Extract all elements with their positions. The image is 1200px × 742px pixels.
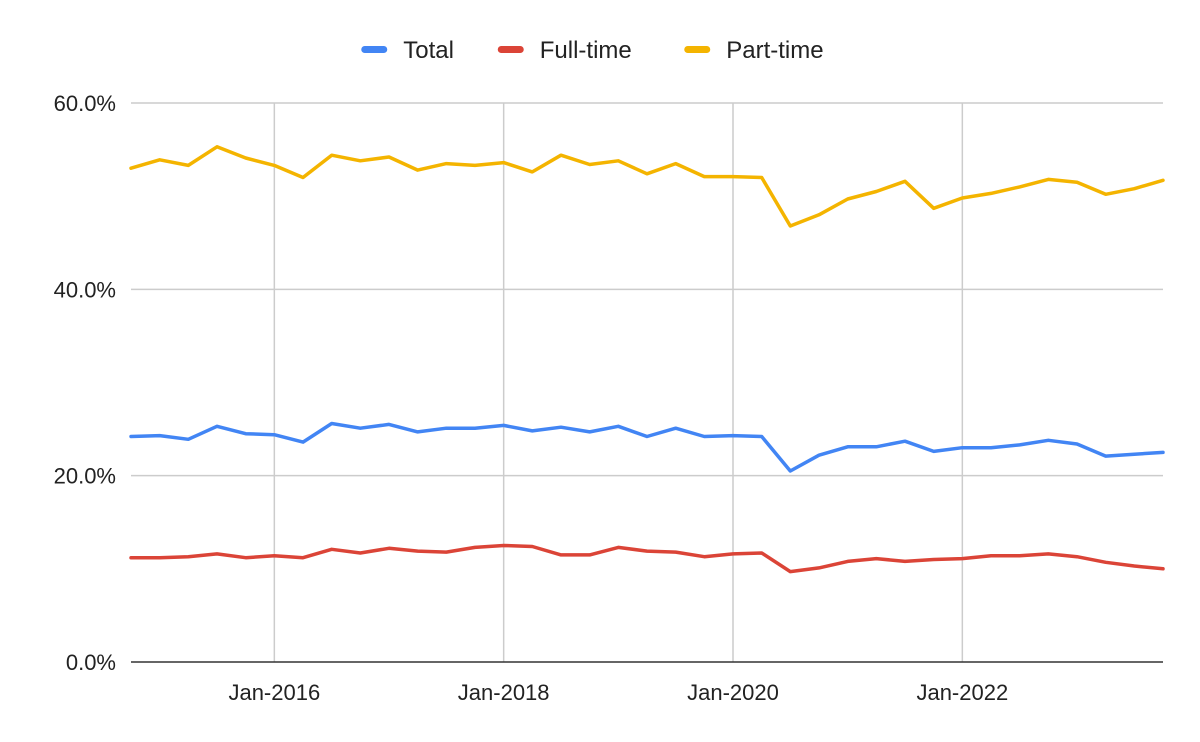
series-line-total [129, 421, 1165, 473]
x-axis-ticks: Jan-2016 Jan-2018 Jan-2020 Jan-2022 [228, 680, 1008, 705]
y-axis-ticks: 0.0% 20.0% 40.0% 60.0% [54, 91, 116, 675]
legend-swatch-full-time [497, 46, 524, 53]
x-tick-label: Jan-2018 [458, 680, 550, 705]
y-tick-label: 20.0% [54, 464, 116, 489]
gridlines [131, 102, 1163, 662]
series-lines [129, 145, 1165, 574]
legend: Total Full-time Part-time [361, 37, 824, 64]
legend-label-full-time: Full-time [540, 37, 632, 64]
legend-label-total: Total [403, 37, 454, 64]
legend-swatch-total [361, 46, 388, 53]
y-tick-label: 40.0% [54, 277, 116, 302]
series-line-full-time [129, 543, 1165, 574]
series-line-part-time [129, 145, 1165, 228]
x-tick-label: Jan-2022 [916, 680, 1008, 705]
y-tick-label: 60.0% [54, 91, 116, 116]
x-tick-label: Jan-2016 [228, 680, 320, 705]
x-tick-label: Jan-2020 [687, 680, 779, 705]
y-tick-label: 0.0% [66, 650, 116, 675]
legend-swatch-part-time [684, 46, 711, 53]
legend-label-part-time: Part-time [726, 37, 823, 64]
